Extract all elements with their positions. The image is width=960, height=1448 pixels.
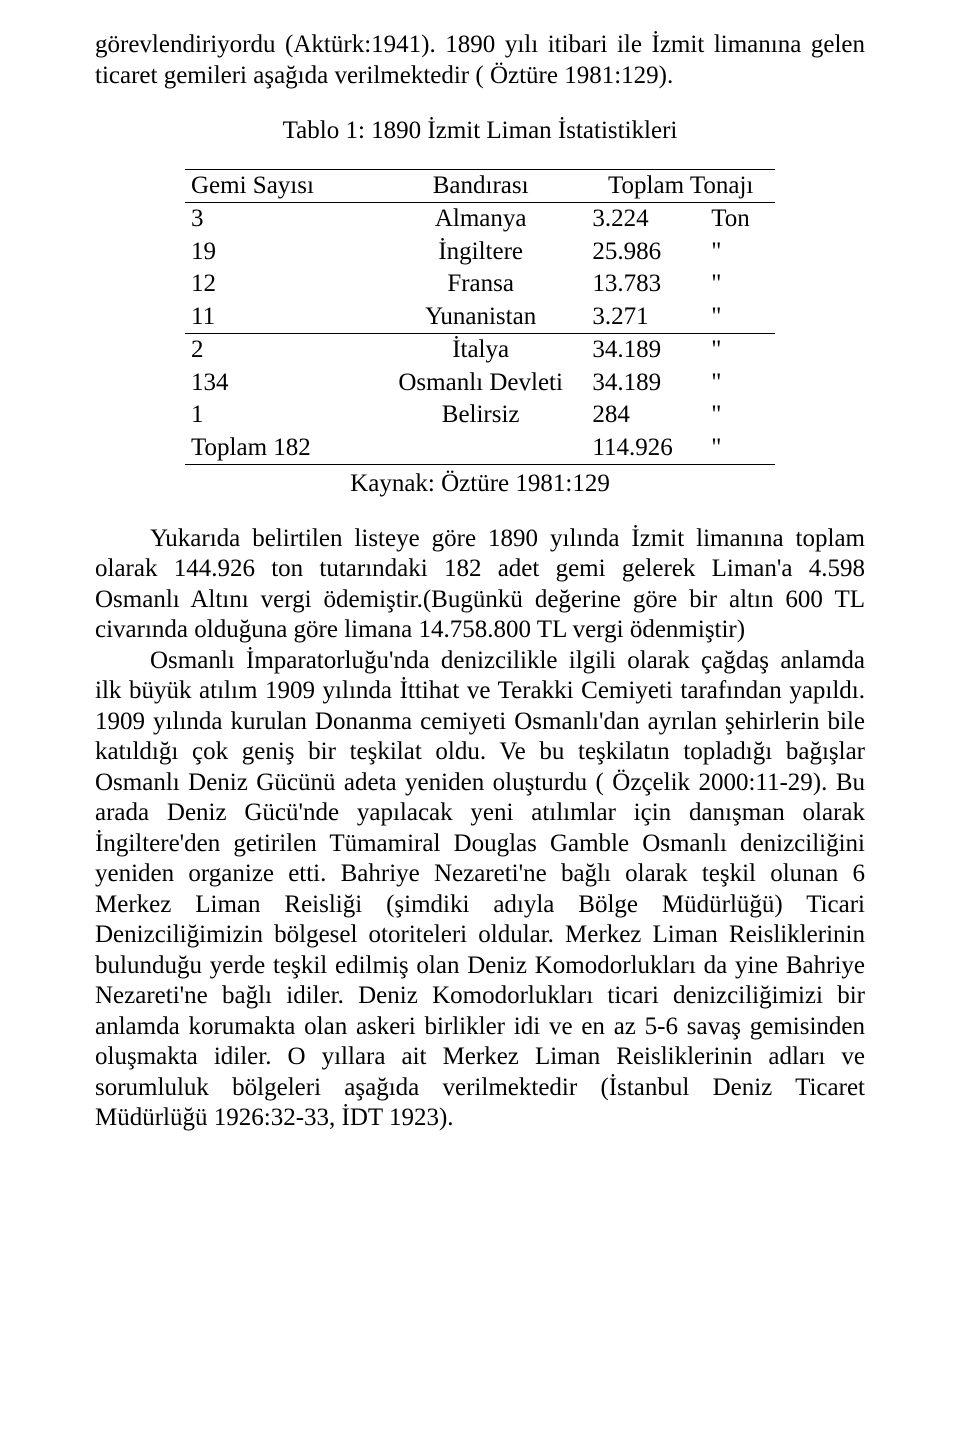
cell-unit: " [705, 301, 775, 334]
cell-unit: " [705, 432, 775, 465]
cell-unit: " [705, 268, 775, 301]
cell-count: 19 [185, 236, 375, 269]
table-caption: Tablo 1: 1890 İzmit Liman İstatistikleri [95, 116, 865, 147]
table-row: 12 Fransa 13.783 " [185, 268, 775, 301]
cell-flag: Fransa [375, 268, 587, 301]
cell-tonaj: 284 [586, 399, 705, 432]
cell-flag: Almanya [375, 203, 587, 236]
cell-tonaj: 34.189 [586, 334, 705, 367]
table-row: 19 İngiltere 25.986 " [185, 236, 775, 269]
cell-flag: Osmanlı Devleti [375, 367, 587, 400]
body-paragraph-2: Osmanlı İmparatorluğu'nda denizcilikle i… [95, 646, 865, 1134]
cell-flag: İngiltere [375, 236, 587, 269]
document-page: görevlendiriyordu (Aktürk:1941). 1890 yı… [0, 0, 960, 1448]
cell-unit: " [705, 399, 775, 432]
cell-flag: Belirsiz [375, 399, 587, 432]
cell-flag [375, 432, 587, 465]
cell-tonaj: 114.926 [586, 432, 705, 465]
cell-unit: " [705, 334, 775, 367]
table-header-row: Gemi Sayısı Bandırası Toplam Tonajı [185, 169, 775, 203]
header-toplam-tonaji: Toplam Tonajı [586, 169, 775, 203]
cell-tonaj: 3.224 [586, 203, 705, 236]
table-row: 2 İtalya 34.189 " [185, 334, 775, 367]
cell-tonaj: 34.189 [586, 367, 705, 400]
cell-total-label: Toplam 182 [185, 432, 375, 465]
cell-unit: Ton [705, 203, 775, 236]
cell-flag: İtalya [375, 334, 587, 367]
statistics-table: Gemi Sayısı Bandırası Toplam Tonajı 3 Al… [185, 169, 775, 466]
table-total-row: Toplam 182 114.926 " [185, 432, 775, 465]
intro-paragraph: görevlendiriyordu (Aktürk:1941). 1890 yı… [95, 30, 865, 91]
table-row: 3 Almanya 3.224 Ton [185, 203, 775, 236]
cell-count: 2 [185, 334, 375, 367]
cell-count: 12 [185, 268, 375, 301]
cell-tonaj: 13.783 [586, 268, 705, 301]
header-bandirasi: Bandırası [375, 169, 587, 203]
table-row: 1 Belirsiz 284 " [185, 399, 775, 432]
table-row: 134 Osmanlı Devleti 34.189 " [185, 367, 775, 400]
table-row: 11 Yunanistan 3.271 " [185, 301, 775, 334]
header-gemi-sayisi: Gemi Sayısı [185, 169, 375, 203]
cell-tonaj: 3.271 [586, 301, 705, 334]
cell-count: 134 [185, 367, 375, 400]
cell-count: 11 [185, 301, 375, 334]
body-paragraph-1: Yukarıda belirtilen listeye göre 1890 yı… [95, 524, 865, 646]
body-text-1a: Yukarıda belirtilen listeye göre 1890 yı… [95, 525, 865, 644]
cell-unit: " [705, 236, 775, 269]
cell-unit: " [705, 367, 775, 400]
cell-count: 3 [185, 203, 375, 236]
cell-count: 1 [185, 399, 375, 432]
cell-flag: Yunanistan [375, 301, 587, 334]
cell-tonaj: 25.986 [586, 236, 705, 269]
table-source: Kaynak: Öztüre 1981:129 [95, 469, 865, 500]
